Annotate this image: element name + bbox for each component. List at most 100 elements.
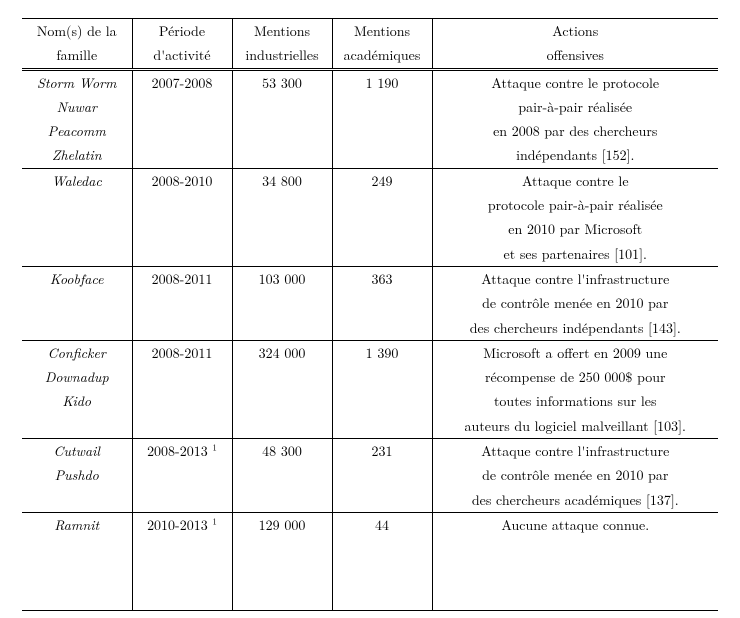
period-cell: 2008-2011: [132, 266, 232, 291]
period-cell: [132, 119, 232, 143]
family-cell: Waledac: [22, 168, 132, 193]
family-name: Cutwail: [53, 441, 100, 461]
industrial-cell: [232, 119, 332, 143]
academic-cell: [332, 586, 432, 611]
industrial-cell: 48 300: [232, 439, 332, 464]
period-cell: 2008-2013 1: [132, 439, 232, 464]
family-cell: [22, 316, 132, 341]
actions-line: récompense de 250 000$ pour: [439, 367, 713, 387]
period-cell: [132, 242, 232, 267]
period-value: 2008-2011: [152, 269, 213, 289]
table-header: Nom(s) de la Période Mentions Mentions A…: [22, 19, 718, 69]
family-cell: Conficker: [22, 340, 132, 365]
industrial-value: 324 000: [259, 343, 306, 363]
academic-cell: 1 190: [332, 70, 432, 95]
family-cell: Peacomm: [22, 119, 132, 143]
industrial-value: 48 300: [262, 441, 302, 461]
actions-cell: pair-à-pair réalisée: [432, 95, 718, 119]
header-academic-1: Mentions: [332, 19, 432, 44]
period-value: 2008-2010: [152, 171, 213, 191]
industrial-cell: 34 800: [232, 168, 332, 193]
actions-cell: Attaque contre l'infrastructure: [432, 266, 718, 291]
period-cell: 2010-2013 1: [132, 512, 232, 537]
academic-cell: [332, 119, 432, 143]
academic-cell: [332, 217, 432, 241]
period-value: 2008-2011: [152, 343, 213, 363]
actions-line: [439, 539, 713, 559]
table-body: Storm Worm2007-200853 3001 190Attaque co…: [22, 68, 718, 611]
period-cell: [132, 365, 232, 389]
actions-line: auteurs du logiciel malveillant [103].: [439, 416, 713, 436]
industrial-cell: [232, 537, 332, 561]
family-name: Waledac: [52, 171, 102, 191]
header-family-2: famille: [22, 43, 132, 68]
industrial-cell: [232, 316, 332, 341]
period-cell: 2008-2010: [132, 168, 232, 193]
academic-cell: 231: [332, 439, 432, 464]
industrial-cell: [232, 414, 332, 439]
academic-cell: [332, 389, 432, 413]
actions-line: et ses partenaires [101].: [439, 244, 713, 264]
period-cell: [132, 389, 232, 413]
family-cell: Cutwail: [22, 439, 132, 464]
actions-line: en 2010 par Microsoft: [439, 219, 713, 239]
academic-value: 1 190: [366, 73, 399, 93]
actions-cell: en 2008 par des chercheurs: [432, 119, 718, 143]
period-value: 2010-2013: [147, 515, 208, 535]
industrial-cell: [232, 217, 332, 241]
actions-cell: et ses partenaires [101].: [432, 242, 718, 267]
period-cell: [132, 537, 232, 561]
academic-value: 249: [372, 171, 393, 191]
actions-cell: de contrôle menée en 2010 par: [432, 463, 718, 487]
period-cell: 2007-2008: [132, 70, 232, 95]
actions-line: protocole pair-à-pair réalisée: [439, 195, 713, 215]
actions-cell: [432, 537, 718, 561]
family-cell: Storm Worm: [22, 70, 132, 95]
academic-cell: [332, 316, 432, 341]
family-cell: Ramnit: [22, 512, 132, 537]
actions-line: Microsoft a offert en 2009 une: [439, 343, 713, 363]
period-cell: [132, 95, 232, 119]
academic-cell: 1 390: [332, 340, 432, 365]
industrial-cell: [232, 365, 332, 389]
actions-cell: de contrôle menée en 2010 par: [432, 291, 718, 315]
family-cell: [22, 586, 132, 611]
industrial-cell: [232, 95, 332, 119]
period-cell: [132, 463, 232, 487]
actions-line: indépendants [152].: [439, 145, 713, 165]
actions-cell: en 2010 par Microsoft: [432, 217, 718, 241]
header-academic-2: académiques: [332, 43, 432, 68]
period-value: 2007-2008: [152, 73, 213, 93]
period-cell: [132, 316, 232, 341]
period-value: 2008-2013: [147, 441, 208, 461]
actions-cell: des chercheurs indépendants [143].: [432, 316, 718, 341]
family-cell: [22, 291, 132, 315]
actions-cell: Attaque contre l'infrastructure: [432, 439, 718, 464]
family-cell: Zhelatin: [22, 143, 132, 168]
actions-cell: [432, 562, 718, 586]
industrial-value: 34 800: [262, 171, 302, 191]
actions-line: [439, 564, 713, 584]
academic-cell: [332, 143, 432, 168]
header-actions-1: Actions: [432, 19, 718, 44]
family-cell: [22, 242, 132, 267]
academic-cell: 44: [332, 512, 432, 537]
actions-line: de contrôle menée en 2010 par: [439, 465, 713, 485]
academic-cell: [332, 414, 432, 439]
period-cell: [132, 217, 232, 241]
industrial-cell: 129 000: [232, 512, 332, 537]
actions-line: Attaque contre l'infrastructure: [439, 441, 713, 461]
period-cell: [132, 193, 232, 217]
period-cell: [132, 586, 232, 611]
header-period-2: d'activité: [132, 43, 232, 68]
actions-cell: récompense de 250 000$ pour: [432, 365, 718, 389]
actions-cell: Attaque contre le: [432, 168, 718, 193]
actions-cell: toutes informations sur les: [432, 389, 718, 413]
family-cell: [22, 488, 132, 513]
actions-line: Aucune attaque connue.: [439, 515, 713, 535]
industrial-cell: [232, 562, 332, 586]
academic-value: 44: [375, 515, 389, 535]
actions-line: en 2008 par des chercheurs: [439, 121, 713, 141]
actions-line: toutes informations sur les: [439, 391, 713, 411]
family-name: Pushdo: [55, 465, 99, 485]
